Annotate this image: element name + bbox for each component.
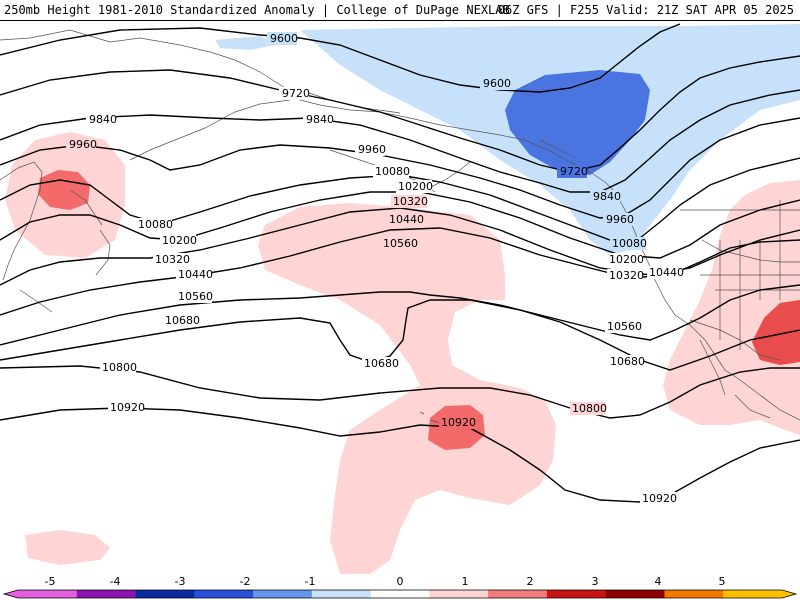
contour-label: 10440 <box>178 268 213 281</box>
anomaly-map: 9600 9600 9720 9720 9840 9840 9840 9960 … <box>0 23 800 574</box>
contour-label: 10080 <box>138 218 173 231</box>
colorbar-tick-label: -2 <box>240 575 251 588</box>
colorbar-segment <box>311 590 372 598</box>
anomaly-colorbar: -5 -4 -3 -2 -1 0 1 2 3 4 5 <box>0 574 800 600</box>
contour-label: 10560 <box>607 320 642 333</box>
contour-label: 10800 <box>572 402 607 415</box>
contour-label: 10440 <box>389 213 424 226</box>
colorbar-segment <box>605 590 665 598</box>
contour-labels: 9600 9600 9720 9720 9840 9840 9840 9960 … <box>66 32 684 505</box>
negative-anomaly-small <box>215 36 280 50</box>
colorbar-segment <box>253 590 313 598</box>
colorbar-segment <box>18 590 78 598</box>
contour-label: 10680 <box>610 355 645 368</box>
colorbar-segment <box>194 590 254 598</box>
contour-label: 10080 <box>375 165 410 178</box>
contour-label: 9600 <box>270 32 298 45</box>
contour-label: 10800 <box>102 361 137 374</box>
contour-label: 10080 <box>612 237 647 250</box>
contour-label: 10920 <box>110 401 145 414</box>
colorbar-tick-label: 4 <box>655 575 662 588</box>
colorbar-tick-label: -4 <box>110 575 121 588</box>
contour-label: 9720 <box>560 165 588 178</box>
colorbar-tick-label: -5 <box>45 575 56 588</box>
colorbar-bar <box>2 589 798 599</box>
colorbar-tick-label: 1 <box>462 575 469 588</box>
contour-label: 9600 <box>483 77 511 90</box>
colorbar-segment <box>370 590 430 598</box>
contour-10560 <box>0 284 800 346</box>
colorbar-segment <box>723 590 783 598</box>
contour-10920 <box>0 407 800 503</box>
strong-negative-anomaly-region <box>505 70 650 175</box>
contour-label: 9960 <box>358 143 386 156</box>
colorbar-segment <box>135 590 195 598</box>
colorbar-labels: -5 -4 -3 -2 -1 0 1 2 3 4 5 <box>45 575 726 588</box>
colorbar-segment <box>76 590 137 598</box>
colorbar-segment <box>546 590 607 598</box>
colorbar-tick-label: 5 <box>719 575 726 588</box>
height-contours <box>0 23 800 503</box>
colorbar-segment <box>429 590 489 598</box>
map-header: 250mb Height 1981-2010 Standardized Anom… <box>0 0 800 21</box>
contour-9720 <box>0 55 800 173</box>
contour-10800 <box>0 365 800 419</box>
contour-10440 <box>0 227 800 316</box>
contour-label: 9840 <box>89 113 117 126</box>
contour-10200 <box>0 191 800 259</box>
contour-label: 10440 <box>649 266 684 279</box>
contour-label: 10200 <box>162 234 197 247</box>
contour-label: 10920 <box>642 492 677 505</box>
contour-label: 9720 <box>282 87 310 100</box>
contour-label: 9960 <box>69 138 97 151</box>
contour-label: 10680 <box>364 357 399 370</box>
contour-9960 <box>0 117 800 219</box>
contour-label: 10320 <box>393 195 428 208</box>
coastlines <box>0 29 800 426</box>
model-run-info: 06Z GFS | F255 Valid: 21Z SAT APR 05 202… <box>497 3 794 17</box>
contour-label: 10200 <box>609 253 644 266</box>
contour-label: 10320 <box>609 269 644 282</box>
positive-anomaly-small-sw <box>25 530 110 565</box>
colorbar-segment <box>664 590 724 598</box>
contour-label: 9960 <box>606 213 634 226</box>
positive-anomaly-us <box>663 180 800 435</box>
contour-9600 <box>0 23 681 93</box>
contour-label: 10920 <box>441 416 476 429</box>
contour-label: 9840 <box>593 190 621 203</box>
colorbar-outline <box>2 589 798 599</box>
colorbar-tick-label: 0 <box>397 575 404 588</box>
contour-label: 10320 <box>155 253 190 266</box>
colorbar-tick-label: -3 <box>175 575 186 588</box>
colorbar-tick-label: 3 <box>592 575 599 588</box>
colorbar-left-arrow <box>4 590 18 598</box>
contour-label: 10560 <box>383 237 418 250</box>
map-title: 250mb Height 1981-2010 Standardized Anom… <box>4 3 510 17</box>
contour-label: 10680 <box>165 314 200 327</box>
colorbar-tick-label: -1 <box>305 575 316 588</box>
contour-10680 <box>0 299 800 371</box>
positive-anomaly-central <box>258 203 556 574</box>
strong-positive-anomaly-us <box>752 300 800 365</box>
colorbar-segment <box>488 590 548 598</box>
strong-positive-anomaly-asia <box>38 170 90 210</box>
contour-label: 10560 <box>178 290 213 303</box>
contour-label: 9840 <box>306 113 334 126</box>
colorbar-tick-label: 2 <box>527 575 534 588</box>
contour-9840 <box>0 89 800 193</box>
contour-label: 10200 <box>398 180 433 193</box>
colorbar-right-arrow <box>782 590 796 598</box>
